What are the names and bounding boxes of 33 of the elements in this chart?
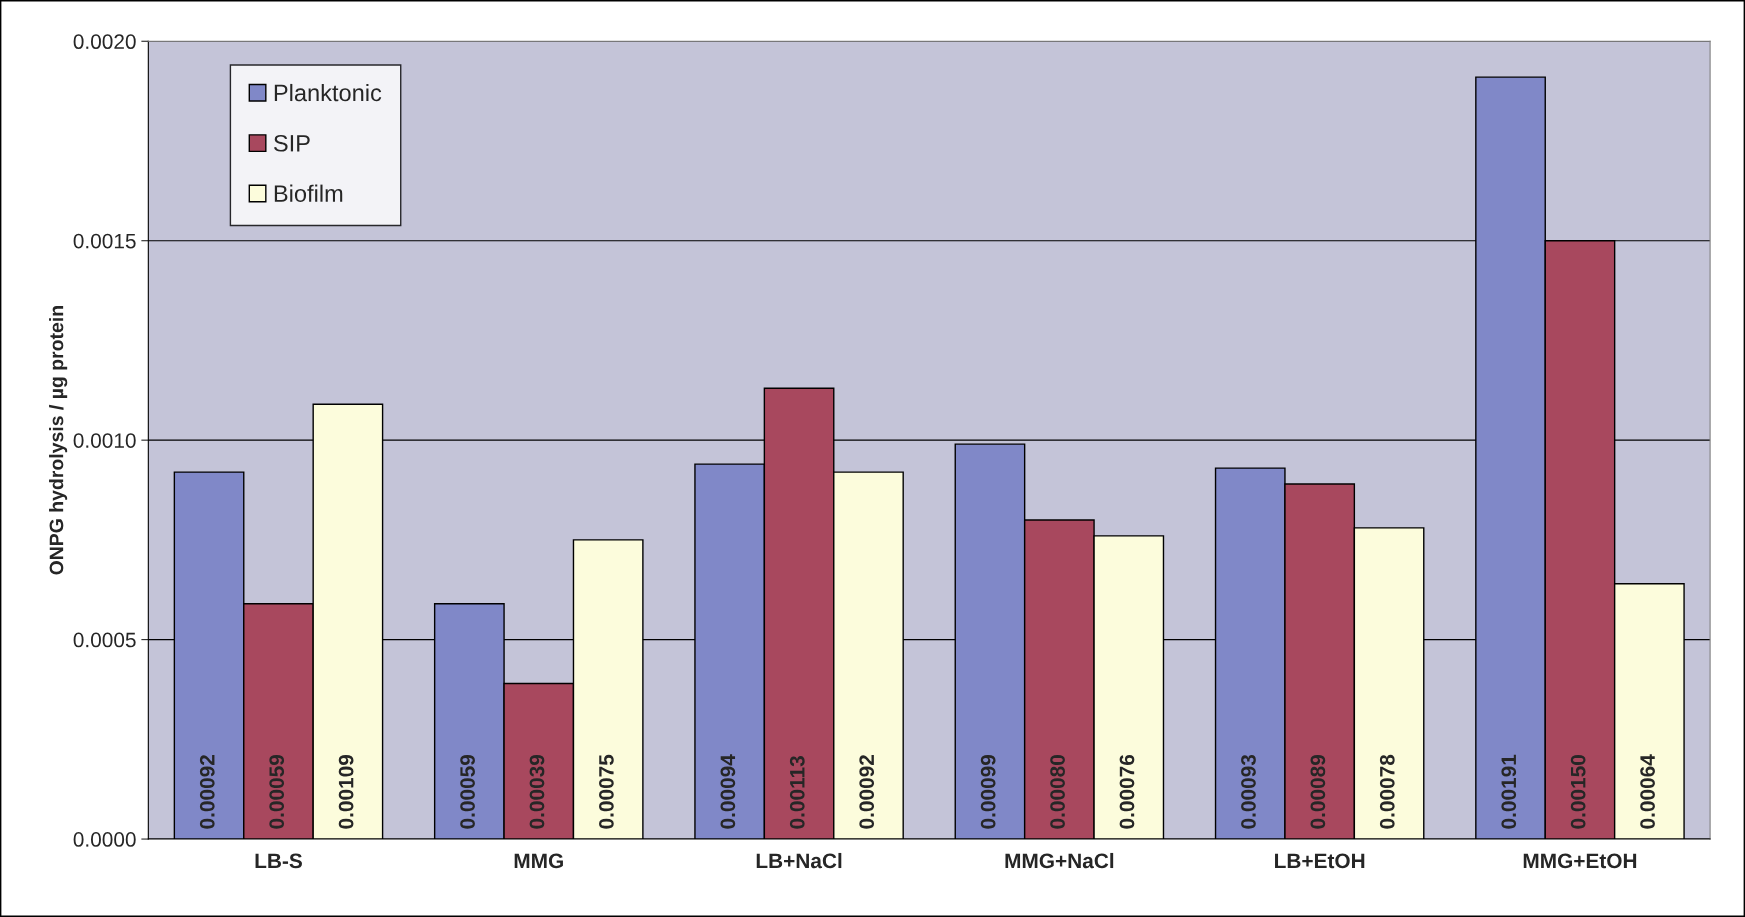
data-label: 0.00064 — [1640, 754, 1655, 829]
data-label: 0.00150 — [1570, 755, 1586, 829]
data-label: 0.00075 — [599, 754, 614, 829]
data-label: 0.00093 — [1241, 754, 1256, 829]
x-tick-label: MMG — [514, 853, 563, 869]
data-label: 0.00092 — [859, 755, 875, 829]
data-label: 0.00099 — [980, 754, 996, 829]
y-tick-label: 0.0010 — [73, 433, 136, 448]
data-label: 0.00076 — [1119, 754, 1135, 829]
x-tick-label: LB+NaCl — [756, 852, 842, 869]
data-label: 0.00109 — [338, 754, 354, 829]
y-tick-label: 0.0015 — [73, 233, 136, 249]
data-label: 0.00191 — [1501, 754, 1517, 829]
y-axis-title: ONPG hydrolysis / µg protein — [49, 306, 68, 575]
x-tick-label: LB+EtOH — [1275, 853, 1365, 869]
legend-label: SIP — [273, 134, 310, 152]
y-tick-label: 0.0000 — [73, 832, 136, 847]
data-label: 0.00092 — [199, 755, 215, 829]
data-label: 0.00059 — [269, 754, 285, 829]
data-label: 0.00039 — [529, 754, 545, 829]
legend-label: Planktonic — [274, 83, 382, 102]
x-tick-label: MMG+NaCl — [1005, 852, 1114, 869]
data-label: 0.00113 — [789, 756, 805, 829]
data-label: 0.00059 — [460, 754, 475, 829]
x-tick-label: LB-S — [255, 853, 302, 869]
data-label: 0.00094 — [720, 754, 736, 829]
y-tick-label: 0.0005 — [73, 632, 136, 648]
data-label: 0.00080 — [1050, 755, 1065, 829]
y-tick-label: 0.0020 — [73, 34, 136, 50]
data-label: 0.00078 — [1379, 754, 1395, 829]
legend-label: Biofilm — [274, 184, 343, 202]
data-label: 0.00089 — [1310, 754, 1326, 829]
x-tick-label: MMG+EtOH — [1523, 853, 1637, 869]
